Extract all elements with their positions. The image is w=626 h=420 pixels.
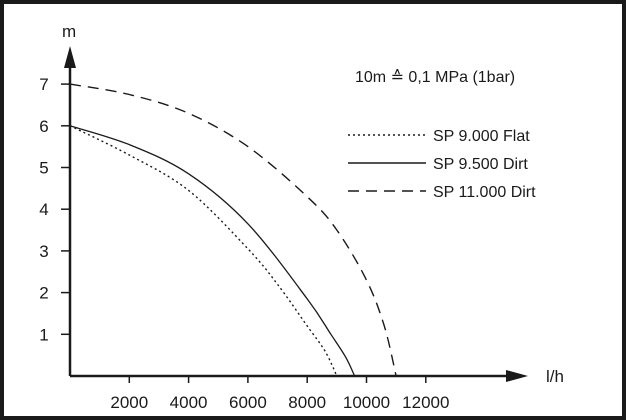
x-tick-label: 4000 [170, 393, 208, 412]
y-tick-label: 1 [39, 325, 48, 344]
legend-label: SP 11.000 Dirt [433, 184, 536, 201]
y-axis-label: m [62, 22, 76, 41]
curve-sp-11-000-dirt [69, 83, 397, 377]
curve-sp-9-500-dirt [69, 125, 356, 377]
y-tick-label: 6 [39, 117, 48, 136]
x-tick-label: 8000 [288, 393, 326, 412]
legend-label: SP 9.000 Flat [433, 128, 530, 145]
curve-sp-9-000-flat [69, 125, 338, 377]
y-tick-label: 4 [39, 200, 48, 219]
x-axis-arrow [506, 370, 528, 382]
y-tick-label: 2 [39, 284, 48, 303]
y-axis-arrow [64, 46, 76, 68]
x-tick-label: 6000 [229, 393, 267, 412]
x-tick-label: 12000 [402, 393, 449, 412]
x-tick-label: 10000 [343, 393, 390, 412]
y-tick-label: 3 [39, 242, 48, 261]
x-tick-label: 2000 [110, 393, 148, 412]
pressure-note: 10m ≙ 0,1 MPa (1bar) [355, 69, 515, 86]
y-tick-label: 5 [39, 159, 48, 178]
y-tick-label: 7 [39, 75, 48, 94]
x-axis-label: l/h [546, 367, 564, 386]
legend-label: SP 9.500 Dirt [433, 156, 528, 173]
